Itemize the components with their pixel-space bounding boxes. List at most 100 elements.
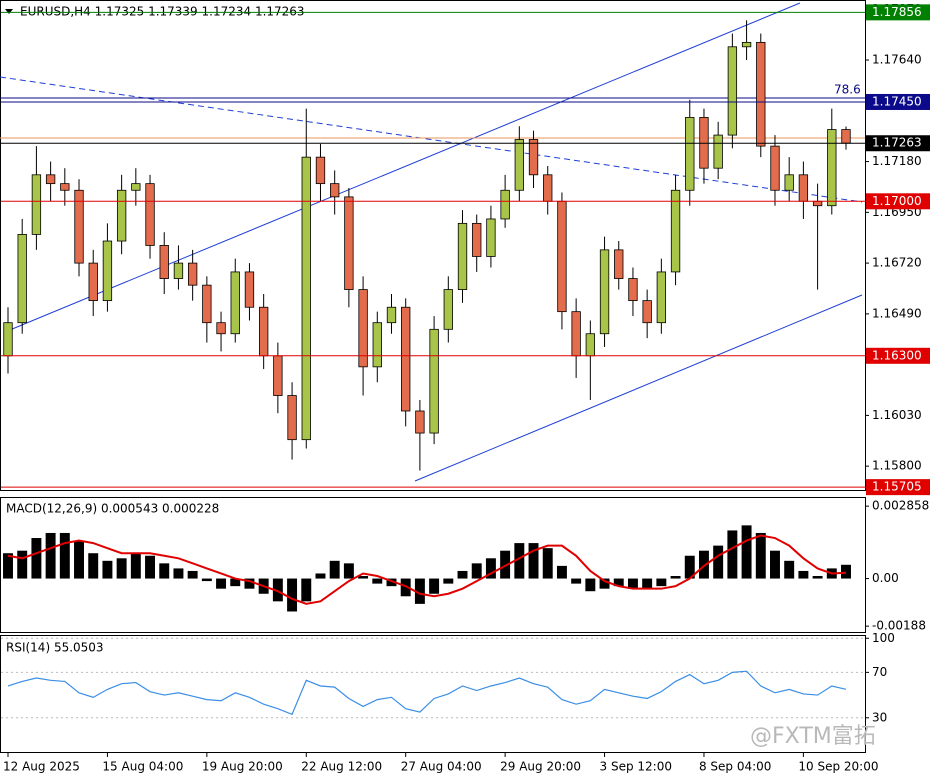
y-tick-label: -0.00188 xyxy=(872,619,926,633)
candle-body xyxy=(713,134,723,169)
y-tick-label: 70 xyxy=(872,665,887,679)
candle-body xyxy=(543,174,553,202)
macd-bar xyxy=(59,532,70,579)
macd-bar xyxy=(613,578,624,587)
macd-bar xyxy=(358,576,369,579)
y-tick-label: 1.17640 xyxy=(872,53,922,67)
macd-bar xyxy=(727,530,738,579)
macd-bar xyxy=(585,578,596,592)
candle-body xyxy=(60,183,70,191)
candle-body xyxy=(528,139,539,176)
candle-body xyxy=(514,139,524,191)
macd-bar xyxy=(343,563,354,579)
x-tick-label: 22 Aug 12:00 xyxy=(301,760,382,774)
macd-bar xyxy=(145,555,156,579)
macd-bar xyxy=(713,545,724,579)
candle-body xyxy=(415,410,425,434)
macd-bar xyxy=(287,578,298,612)
candle-body xyxy=(258,306,269,357)
candle-body xyxy=(472,222,482,257)
x-tick-label: 10 Sep 20:00 xyxy=(798,760,878,774)
candle-body xyxy=(273,355,283,396)
macd-bar xyxy=(201,578,212,582)
candle-body xyxy=(500,189,510,220)
macd-bar xyxy=(571,578,582,584)
macd-bar xyxy=(31,538,42,579)
candle-body xyxy=(330,183,340,198)
macd-bar xyxy=(400,578,411,597)
candle-body xyxy=(3,322,13,357)
candle-body xyxy=(571,311,581,357)
x-tick-label: 27 Aug 04:00 xyxy=(401,760,482,774)
macd-bar xyxy=(514,543,525,579)
macd-bar xyxy=(599,578,610,589)
candle-body xyxy=(614,249,624,279)
y-tick-label: 1.16720 xyxy=(872,256,922,270)
candle-body xyxy=(486,218,496,257)
candle-body xyxy=(159,245,169,279)
y-tick-label: 0.002858 xyxy=(872,499,929,513)
macd-bar xyxy=(272,578,283,602)
y-tick-label: 0.00 xyxy=(872,571,899,585)
macd-bar xyxy=(812,576,823,579)
candle-body xyxy=(344,196,354,290)
y-tick-label: 1.16030 xyxy=(872,408,922,422)
macd-panel xyxy=(0,497,866,633)
x-tick-label: 19 Aug 20:00 xyxy=(202,760,283,774)
macd-bar xyxy=(159,563,170,579)
macd-bar xyxy=(3,553,13,579)
macd-bar xyxy=(429,578,440,594)
candle-body xyxy=(45,174,56,185)
macd-bar xyxy=(798,570,809,579)
macd-bar xyxy=(372,578,383,584)
macd-bar xyxy=(556,565,567,579)
x-tick-label: 12 Aug 2025 xyxy=(3,760,80,774)
macd-bar xyxy=(642,578,653,589)
candle-body xyxy=(727,46,738,136)
candle-body xyxy=(372,322,382,368)
rsi-panel xyxy=(0,635,866,753)
candle-body xyxy=(88,262,98,302)
candle-body xyxy=(429,328,439,434)
candle-body xyxy=(741,41,752,48)
candle-body xyxy=(287,395,297,441)
macd-bar xyxy=(173,568,184,579)
macd-bar xyxy=(244,578,255,589)
candle-body xyxy=(798,174,809,202)
candle-body xyxy=(670,189,681,273)
macd-bar xyxy=(74,540,84,579)
macd-bar xyxy=(116,558,127,579)
rsi-line xyxy=(7,670,847,716)
candle-body xyxy=(315,156,326,185)
macd-bar xyxy=(130,553,141,579)
y-tick-label: 1.17180 xyxy=(872,154,922,168)
candle-body xyxy=(102,240,113,302)
level-box xyxy=(866,193,930,210)
macd-bar xyxy=(301,578,312,602)
candle-body xyxy=(216,322,226,335)
macd-bar xyxy=(386,578,397,587)
candles xyxy=(3,20,851,471)
level-label: 1.15705 xyxy=(872,480,922,494)
macd-bar xyxy=(414,578,425,604)
candle-body xyxy=(31,174,42,235)
candle-body xyxy=(301,156,311,441)
macd-bar xyxy=(755,532,766,579)
level-box xyxy=(866,479,930,496)
macd-bar xyxy=(784,560,795,579)
macd-bar xyxy=(770,550,780,579)
macd-bar xyxy=(841,564,851,579)
candle-body xyxy=(656,271,667,324)
candle-body xyxy=(841,129,851,144)
candle-body xyxy=(173,262,184,279)
macd-bar xyxy=(17,550,28,579)
macd-bar xyxy=(485,558,496,579)
macd-bar xyxy=(627,578,638,589)
level-label: 1.17856 xyxy=(872,5,922,19)
signal-line xyxy=(7,534,847,605)
candle-body xyxy=(244,271,255,308)
macd-bar xyxy=(216,578,227,589)
macd-bar xyxy=(542,548,553,579)
level-box xyxy=(866,4,930,21)
